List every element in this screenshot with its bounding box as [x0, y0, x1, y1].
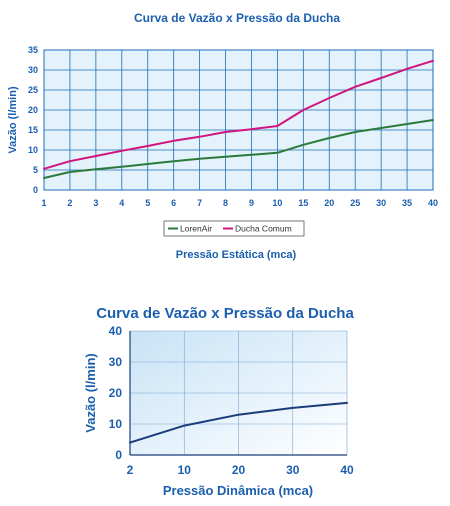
chart-1-x-tick-label: 15: [298, 198, 308, 208]
chart-1-y-tick-label: 30: [28, 65, 38, 75]
chart-1-y-tick-label: 5: [33, 165, 38, 175]
legend-label-ducha-comum: Ducha Comum: [235, 224, 292, 234]
chart-1-x-tick-label: 2: [67, 198, 72, 208]
chart-1-y-axis-label: Vazão (l/min): [7, 86, 19, 154]
chart-1-x-tick-label: 4: [119, 198, 124, 208]
chart-1-legend: LorenAir Ducha Comum: [163, 220, 305, 237]
chart-1-legend-box: [163, 220, 305, 237]
chart-1-x-tick-label: 40: [428, 198, 438, 208]
chart-2-x-tick-label: 20: [232, 463, 246, 477]
chart-2-line-series-0: [129, 401, 348, 444]
chart-1-y-tick-label: 25: [28, 85, 38, 95]
chart-2-x-axis-label: Pressão Dinâmica (mca): [163, 483, 313, 498]
chart-1-title: Curva de Vazão x Pressão da Ducha: [134, 11, 340, 25]
chart-2-y-tick-label: 0: [115, 448, 122, 462]
chart-1-x-tick-label: 9: [249, 198, 254, 208]
chart-1-y-tick-label: 15: [28, 125, 38, 135]
chart-1-plot-area: [44, 50, 433, 190]
chart-2-y-axis-label: Vazão (l/min): [83, 353, 98, 432]
chart-2-x-ticks: 2 10 20 30 40: [127, 463, 354, 477]
chart-1-x-axis-label: Pressão Estática (mca): [176, 249, 297, 261]
chart-2-x-tick-label: 2: [127, 463, 134, 477]
chart-1-series: [43, 59, 434, 179]
chart-1-x-tick-label: 8: [223, 198, 228, 208]
chart-2-y-tick-label: 40: [109, 324, 123, 338]
chart-2-title: Curva de Vazão x Pressão da Ducha: [96, 305, 354, 322]
chart-2-x-tick-label: 10: [178, 463, 192, 477]
chart-1-x-ticks: 1 2 3 4 5 6 7 8 9 10 15 20 25 30 35 40: [41, 198, 438, 208]
chart-1-y-ticks: 0 5 10 15 20 25 30 35: [28, 45, 38, 195]
chart-1-x-tick-label: 1: [41, 198, 46, 208]
chart-1-x-tick-label: 10: [272, 198, 282, 208]
chart-1-x-tick-label: 30: [376, 198, 386, 208]
chart-1-x-tick-label: 6: [171, 198, 176, 208]
chart-2-y-tick-label: 30: [109, 355, 123, 369]
chart-1-y-tick-label: 20: [28, 105, 38, 115]
chart-1-x-tick-label: 35: [402, 198, 412, 208]
chart-1-y-tick-label: 0: [33, 185, 38, 195]
chart-2-grid: [129, 330, 348, 456]
chart-1-x-tick-label: 20: [324, 198, 334, 208]
chart-2-x-tick-label: 40: [340, 463, 354, 477]
chart-2-y-tick-label: 20: [109, 386, 123, 400]
chart-1-x-tick-label: 3: [93, 198, 98, 208]
chart-1-line-ducha-comum: [43, 59, 434, 170]
chart-1: Curva de Vazão x Pressão da Ducha 051015…: [7, 11, 438, 261]
chart-2: Curva de Vazão x Pressão da Ducha 0 10 20 3…: [83, 305, 354, 498]
chart-1-x-tick-label: 5: [145, 198, 150, 208]
chart-2-series: [129, 401, 348, 444]
chart-1-y-tick-label: 10: [28, 145, 38, 155]
chart-1-x-tick-label: 7: [197, 198, 202, 208]
chart-2-x-tick-label: 30: [286, 463, 300, 477]
chart-1-y-tick-label: 35: [28, 45, 38, 55]
chart-1-line-lorenair: [43, 119, 434, 179]
chart-2-y-ticks: 0 10 20 30 40: [109, 324, 123, 462]
chart-1-x-tick-label: 25: [350, 198, 360, 208]
legend-label-lorenair: LorenAir: [180, 224, 212, 234]
chart-2-y-tick-label: 10: [109, 417, 123, 431]
